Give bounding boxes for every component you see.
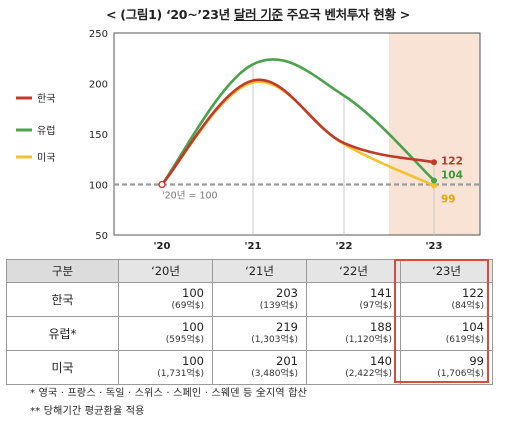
footnote-2: ** 당해기간 평균환율 적용 <box>30 406 145 417</box>
title-post: 주요국 벤처투자 현황 > <box>282 7 410 22</box>
cell-amount: (69억$) <box>171 300 204 311</box>
legend-label: 유럽 <box>37 125 55 137</box>
data-label: 104 <box>441 169 463 181</box>
cell-index: 100 <box>182 285 204 300</box>
cell-amount: (2,422억$) <box>345 368 392 379</box>
table-header-cell: ‘21년 <box>212 259 307 283</box>
end-point <box>431 159 437 166</box>
x-tick-label: '20 <box>154 241 171 252</box>
cell-index: 99 <box>469 353 484 368</box>
title-pre: < (그림1) ‘20~’23년 <box>106 7 234 22</box>
cell-amount: (1,303억$) <box>251 334 298 345</box>
data-label: 122 <box>441 155 463 167</box>
title-underlined: 달러 기준 <box>233 7 283 22</box>
cell-amount: (595억$) <box>165 334 204 345</box>
y-tick-label: 250 <box>89 29 108 40</box>
cell-amount: (3,480억$) <box>251 368 298 379</box>
table-header-cell: ‘20년 <box>118 259 213 283</box>
x-tick-label: '23 <box>426 241 443 252</box>
table-header-cell: ‘22년 <box>306 259 401 283</box>
table-cell: 140 (2,422억$) <box>306 350 401 385</box>
y-tick-label: 150 <box>89 130 108 141</box>
series-line <box>160 58 436 186</box>
table-cell: 201 (3,480억$) <box>212 350 307 385</box>
table-cell: 188 (1,120억$) <box>306 316 401 351</box>
cell-index: 219 <box>276 319 298 334</box>
data-label: 99 <box>441 194 456 206</box>
legend-label: 미국 <box>37 152 55 164</box>
line-chart: '20년 = 100 50 100 150 200 250 '20 '21 '22 '23 122 1… <box>16 29 481 252</box>
row-label: 미국 <box>6 350 119 385</box>
cell-index: 203 <box>276 285 298 300</box>
cell-index: 201 <box>276 353 298 368</box>
cell-amount: (139억$) <box>259 300 298 311</box>
table-cell: 100 (1,731억$) <box>118 350 213 385</box>
table-header-cell: 구분 <box>6 259 119 283</box>
table-row: 한국 100 (69억$) 203 (139억$) 141 (97억$) 122 (84… <box>6 282 493 317</box>
cell-amount: (1,731억$) <box>157 368 204 379</box>
cell-index: 140 <box>370 353 392 368</box>
y-tick-label: 50 <box>95 231 108 242</box>
table-row: 유럽* 100 (595억$) 219 (1,303억$) 188 (1,120억$)… <box>6 316 493 351</box>
x-tick-label: '22 <box>336 241 353 252</box>
table-header-row: 구분 ‘20년 ‘21년 ‘22년 ‘23년 <box>6 259 493 283</box>
table-cell: 219 (1,303억$) <box>212 316 307 351</box>
cell-amount: (619억$) <box>445 334 484 345</box>
cell-amount: (1,706억$) <box>437 368 484 379</box>
series-line <box>160 78 436 186</box>
legend-label: 한국 <box>37 93 55 105</box>
footnote-1: * 영국 · 프랑스 · 독일 · 스위스 · 스페인 · 스웨덴 등 全지역 … <box>30 388 307 399</box>
cell-index: 100 <box>182 353 204 368</box>
y-tick-label: 200 <box>89 80 108 91</box>
table-cell: 100 (595억$) <box>118 316 213 351</box>
cell-index: 188 <box>370 319 392 334</box>
table-cell: 122 (84억$) <box>400 282 493 317</box>
y-tick-label: 100 <box>89 181 108 192</box>
cell-amount: (1,120억$) <box>345 334 392 345</box>
table-cell: 104 (619억$) <box>400 316 493 351</box>
table-row: 미국 100 (1,731억$) 201 (3,480억$) 140 (2,422억$… <box>6 350 493 385</box>
table-cell: 100 (69억$) <box>118 282 213 317</box>
cell-amount: (84억$) <box>451 300 484 311</box>
end-point <box>431 177 437 184</box>
end-point <box>431 182 437 189</box>
start-point <box>158 180 166 189</box>
table-header-cell: ‘23년 <box>400 259 493 283</box>
cell-index: 141 <box>370 285 392 300</box>
chart-title: < (그림1) ‘20~’23년 달러 기준 주요국 벤처투자 현황 > <box>0 4 516 23</box>
table-cell: 203 (139억$) <box>212 282 307 317</box>
row-label: 유럽* <box>6 316 119 351</box>
row-label: 한국 <box>6 282 119 317</box>
cell-index: 122 <box>462 285 484 300</box>
table-cell: 99 (1,706억$) <box>400 350 493 385</box>
baseline-label: '20년 = 100 <box>162 191 218 202</box>
data-table: 구분 ‘20년 ‘21년 ‘22년 ‘23년 한국 100 (69억$) 203(… <box>6 259 493 385</box>
x-tick-label: '21 <box>245 241 262 252</box>
table-cell: 141 (97억$) <box>306 282 401 317</box>
cell-index: 100 <box>182 319 204 334</box>
cell-amount: (97억$) <box>359 300 392 311</box>
plot-frame <box>113 32 481 236</box>
cell-index: 104 <box>462 319 484 334</box>
